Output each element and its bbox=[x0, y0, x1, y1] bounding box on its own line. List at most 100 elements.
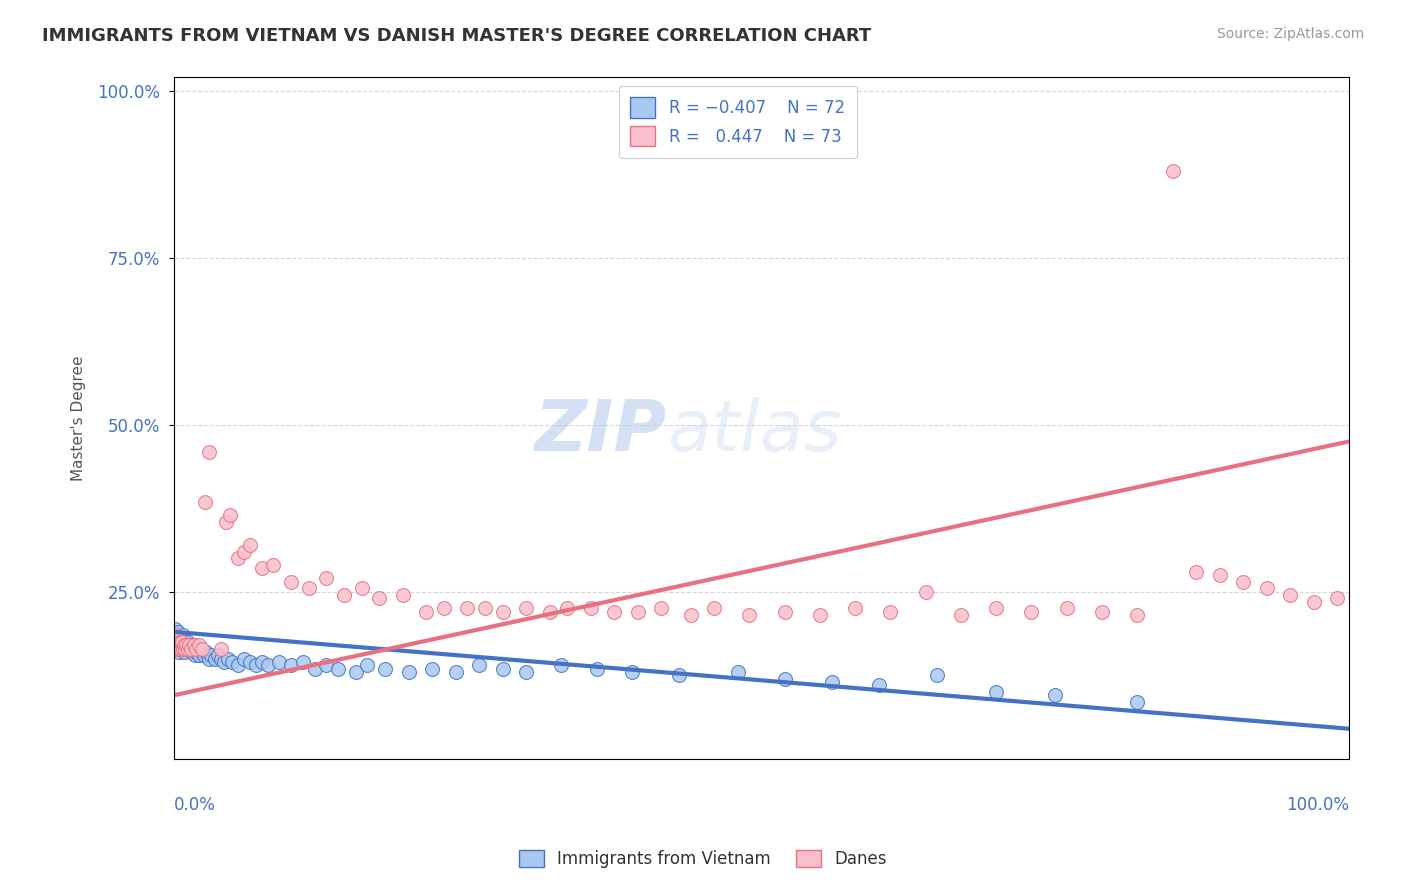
Point bbox=[550, 658, 572, 673]
Point bbox=[620, 665, 643, 679]
Point bbox=[262, 558, 284, 572]
Point bbox=[468, 658, 491, 673]
Point bbox=[603, 605, 626, 619]
Point bbox=[176, 638, 198, 652]
Point bbox=[350, 582, 373, 596]
Point bbox=[315, 658, 337, 673]
Point bbox=[169, 641, 191, 656]
Point bbox=[193, 648, 215, 663]
Point bbox=[195, 645, 218, 659]
Point bbox=[1326, 591, 1348, 606]
Point bbox=[1161, 164, 1184, 178]
Point bbox=[914, 584, 936, 599]
Point bbox=[391, 588, 413, 602]
Y-axis label: Master's Degree: Master's Degree bbox=[72, 355, 86, 481]
Point bbox=[433, 601, 456, 615]
Point bbox=[176, 635, 198, 649]
Point bbox=[233, 651, 256, 665]
Point bbox=[239, 655, 262, 669]
Point bbox=[927, 668, 949, 682]
Point bbox=[1043, 689, 1066, 703]
Point bbox=[166, 635, 188, 649]
Point bbox=[181, 641, 204, 656]
Point bbox=[326, 662, 349, 676]
Point bbox=[703, 601, 725, 615]
Point bbox=[668, 668, 690, 682]
Point bbox=[844, 601, 866, 615]
Point bbox=[190, 645, 212, 659]
Point bbox=[209, 651, 232, 665]
Point bbox=[212, 655, 235, 669]
Point bbox=[585, 662, 607, 676]
Point bbox=[879, 605, 901, 619]
Point bbox=[167, 632, 190, 646]
Point bbox=[174, 641, 197, 656]
Point bbox=[183, 648, 205, 663]
Text: Source: ZipAtlas.com: Source: ZipAtlas.com bbox=[1216, 27, 1364, 41]
Point bbox=[555, 601, 578, 615]
Point bbox=[163, 622, 186, 636]
Point bbox=[170, 635, 193, 649]
Point bbox=[200, 648, 222, 663]
Point bbox=[188, 648, 211, 663]
Point bbox=[194, 494, 217, 508]
Point bbox=[245, 658, 267, 673]
Legend: R = −0.407    N = 72, R =   0.447    N = 73: R = −0.407 N = 72, R = 0.447 N = 73 bbox=[619, 86, 856, 158]
Point bbox=[179, 638, 201, 652]
Point bbox=[650, 601, 672, 615]
Point bbox=[456, 601, 478, 615]
Point bbox=[180, 641, 202, 656]
Point bbox=[280, 658, 302, 673]
Point bbox=[177, 638, 200, 652]
Point bbox=[172, 641, 194, 656]
Point bbox=[233, 545, 256, 559]
Point bbox=[226, 551, 249, 566]
Point bbox=[188, 638, 211, 652]
Point bbox=[515, 601, 537, 615]
Point bbox=[374, 662, 396, 676]
Point bbox=[256, 658, 278, 673]
Point bbox=[298, 582, 321, 596]
Point bbox=[173, 638, 195, 652]
Point bbox=[169, 632, 191, 646]
Point bbox=[170, 641, 193, 656]
Point bbox=[169, 635, 191, 649]
Point bbox=[291, 655, 314, 669]
Point bbox=[538, 605, 561, 619]
Text: ZIP: ZIP bbox=[534, 397, 668, 467]
Point bbox=[315, 571, 337, 585]
Point bbox=[184, 641, 207, 656]
Point bbox=[1232, 574, 1254, 589]
Point bbox=[491, 605, 513, 619]
Text: 100.0%: 100.0% bbox=[1286, 797, 1348, 814]
Point bbox=[679, 608, 702, 623]
Point bbox=[198, 444, 221, 458]
Point bbox=[221, 655, 243, 669]
Point bbox=[163, 628, 186, 642]
Point bbox=[183, 638, 205, 652]
Point bbox=[184, 645, 207, 659]
Point bbox=[198, 651, 221, 665]
Point bbox=[474, 601, 496, 615]
Point bbox=[738, 608, 761, 623]
Point bbox=[209, 641, 232, 656]
Point bbox=[868, 678, 890, 692]
Point bbox=[250, 655, 273, 669]
Point bbox=[280, 574, 302, 589]
Point bbox=[627, 605, 650, 619]
Point bbox=[167, 624, 190, 639]
Point bbox=[491, 662, 513, 676]
Point bbox=[773, 605, 796, 619]
Text: IMMIGRANTS FROM VIETNAM VS DANISH MASTER'S DEGREE CORRELATION CHART: IMMIGRANTS FROM VIETNAM VS DANISH MASTER… bbox=[42, 27, 872, 45]
Text: 0.0%: 0.0% bbox=[173, 797, 215, 814]
Point bbox=[1126, 608, 1149, 623]
Point bbox=[217, 651, 239, 665]
Point bbox=[176, 641, 198, 656]
Point bbox=[1056, 601, 1078, 615]
Point bbox=[398, 665, 420, 679]
Point bbox=[165, 628, 187, 642]
Point bbox=[169, 638, 191, 652]
Point bbox=[177, 641, 200, 656]
Point bbox=[172, 628, 194, 642]
Point bbox=[204, 651, 226, 665]
